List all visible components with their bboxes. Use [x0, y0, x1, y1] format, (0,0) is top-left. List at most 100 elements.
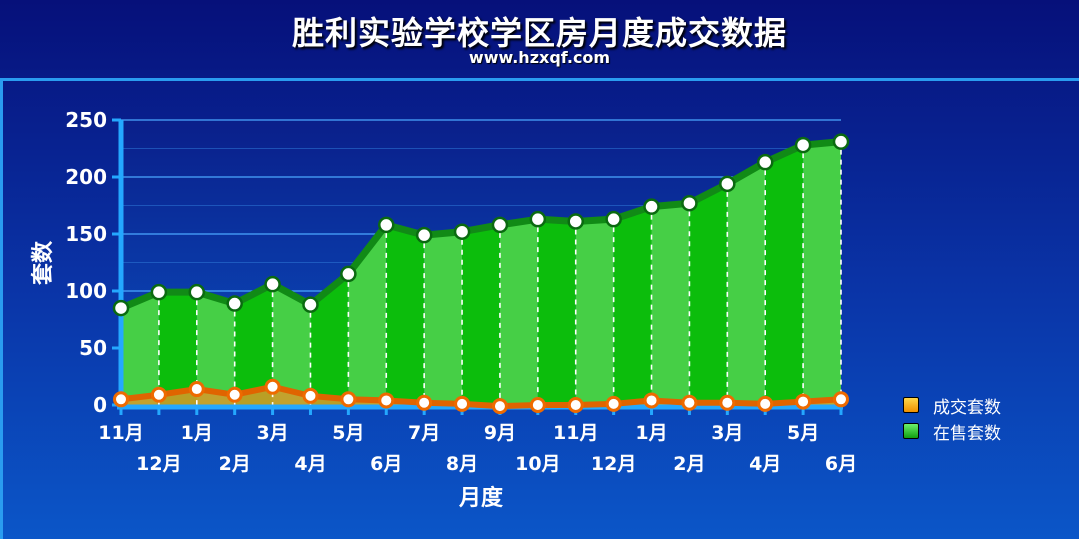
chart-subtitle: www.hzxqf.com	[468, 48, 611, 67]
panel-left-border	[0, 78, 3, 539]
data-point-deal	[757, 395, 774, 412]
data-point-deal	[795, 393, 812, 410]
data-point-sale	[605, 210, 622, 228]
sale-area-segment	[348, 224, 387, 405]
x-tick-label: 10月	[515, 453, 560, 475]
legend-item-sale: 在售套数	[903, 418, 1001, 444]
x-tick-label: 11月	[98, 422, 143, 444]
data-point-deal	[416, 394, 433, 411]
legend-swatch-sale	[903, 423, 919, 439]
data-point-sale	[378, 216, 395, 234]
x-tick-label: 4月	[749, 453, 781, 475]
data-point-deal	[150, 386, 167, 403]
data-point-deal	[226, 386, 243, 403]
data-point-sale	[226, 295, 243, 312]
data-point-deal	[681, 394, 698, 411]
data-point-sale	[681, 194, 698, 212]
data-point-sale	[112, 299, 130, 317]
legend-label-deal: 成交套数	[933, 397, 1001, 418]
data-point-deal	[643, 392, 660, 409]
data-point-deal	[340, 391, 357, 408]
sale-area-segment	[613, 206, 652, 405]
legend: 成交套数 在售套数	[903, 392, 1001, 444]
sale-area-layer	[121, 141, 841, 405]
x-tick-label: 5月	[787, 422, 819, 444]
sale-area-segment	[158, 292, 197, 405]
data-point-sale	[302, 296, 319, 313]
x-tick-label: 3月	[256, 422, 288, 444]
data-point-sale	[567, 213, 584, 230]
data-point-deal	[719, 394, 736, 411]
x-tick-label: 9月	[484, 422, 516, 444]
data-point-sale	[150, 283, 168, 301]
x-tick-label: 8月	[446, 453, 478, 475]
legend-label-sale: 在售套数	[933, 423, 1001, 444]
data-point-deal	[113, 391, 129, 408]
x-tick-label: 3月	[711, 422, 743, 444]
chart-title: 胜利实验学校学区房月度成交数据	[291, 14, 787, 52]
data-point-sale	[529, 210, 547, 228]
sale-area-segment	[537, 219, 576, 405]
markers-layer	[112, 133, 850, 415]
sale-area-segment	[499, 219, 538, 405]
data-point-sale	[832, 133, 850, 150]
sale-area-segment	[765, 145, 804, 405]
sale-area-segment	[689, 183, 728, 405]
y-tick-label: 250	[65, 108, 107, 132]
sale-area-segment	[121, 292, 159, 405]
y-tick-label: 50	[79, 336, 107, 360]
legend-swatch-deal	[903, 397, 919, 413]
x-tick-label: 6月	[825, 453, 857, 475]
x-tick-label: 2月	[673, 453, 705, 475]
data-point-deal	[491, 398, 508, 415]
data-point-deal	[264, 378, 281, 395]
data-point-deal	[302, 387, 319, 404]
sale-area-segment	[310, 273, 349, 405]
data-point-deal	[529, 397, 546, 413]
legend-item-deal: 成交套数	[903, 392, 1001, 418]
tick-labels: 05010015020025011月12月1月2月3月4月5月6月7月8月9月1…	[65, 108, 857, 475]
y-tick-label: 0	[93, 393, 107, 417]
sale-area-segment	[727, 162, 766, 405]
x-tick-label: 12月	[136, 453, 181, 475]
data-point-deal	[833, 391, 849, 408]
y-tick-label: 200	[65, 165, 107, 189]
data-point-sale	[643, 198, 660, 215]
x-tick-label: 1月	[181, 422, 213, 444]
x-tick-label: 6月	[370, 453, 402, 475]
data-point-sale	[719, 175, 736, 193]
x-tick-label: 1月	[635, 422, 667, 444]
data-point-sale	[415, 226, 433, 244]
data-point-sale	[756, 153, 774, 171]
sale-area-segment	[575, 219, 614, 405]
y-tick-label: 100	[65, 279, 107, 303]
sale-area-segment	[462, 224, 500, 405]
dash-lines	[158, 149, 842, 405]
data-point-sale	[794, 136, 812, 154]
sale-area-segment	[651, 203, 690, 405]
data-point-deal	[188, 381, 205, 398]
y-tick-label: 150	[65, 222, 107, 246]
data-point-deal	[605, 395, 622, 412]
sale-area-segment	[272, 284, 311, 405]
data-point-sale	[264, 275, 281, 293]
y-axis-title: 套数	[30, 240, 56, 285]
x-tick-label: 11月	[553, 422, 598, 444]
data-point-sale	[340, 265, 357, 283]
sale-area-segment	[386, 224, 425, 405]
sale-area-segment	[196, 292, 235, 405]
x-tick-label: 5月	[332, 422, 364, 444]
x-tick-label: 7月	[408, 422, 440, 444]
sale-area-segment	[803, 141, 841, 405]
data-point-sale	[491, 216, 509, 234]
data-point-sale	[188, 283, 206, 301]
x-tick-label: 4月	[294, 453, 326, 475]
data-point-deal	[454, 395, 471, 412]
sale-area-segment	[234, 284, 273, 405]
data-point-deal	[567, 397, 584, 413]
x-tick-label: 12月	[591, 453, 636, 475]
x-axis-title: 月度	[458, 485, 504, 511]
x-tick-label: 2月	[219, 453, 251, 475]
data-point-deal	[378, 392, 395, 409]
